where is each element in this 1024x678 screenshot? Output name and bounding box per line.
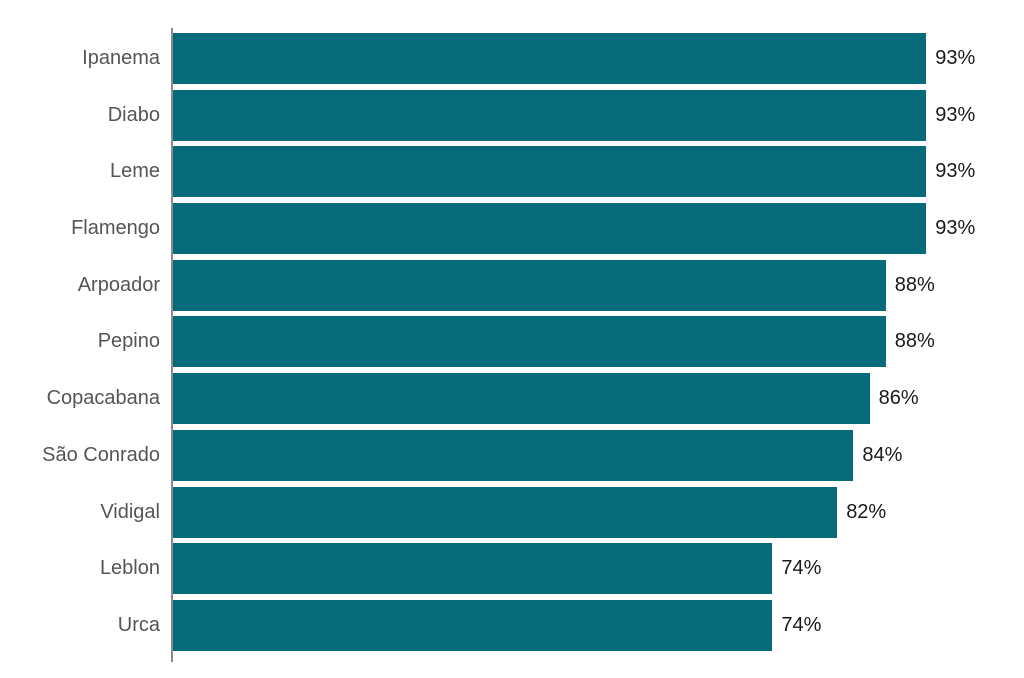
- bar-row: Vidigal 82%: [0, 486, 1024, 544]
- bar: [173, 89, 927, 141]
- value-label: 93%: [935, 103, 976, 126]
- category-label: Diabo: [107, 103, 160, 126]
- value-label: 93%: [935, 217, 976, 240]
- category-label: Ipanema: [82, 47, 160, 69]
- bar: [173, 203, 927, 255]
- bar-rows: Ipanema 93% Diabo 93% Leme 93% Flamengo 93% Arpo…: [0, 33, 1024, 657]
- value-label: 74%: [781, 557, 822, 580]
- category-label: Leme: [109, 160, 160, 183]
- category-label: Leblon: [99, 557, 160, 580]
- bar: [173, 259, 886, 311]
- value-label: 88%: [894, 273, 935, 296]
- bar: [173, 33, 927, 84]
- category-label: Urca: [117, 613, 160, 636]
- category-label: São Conrado: [42, 443, 160, 466]
- y-axis-line: [171, 28, 173, 662]
- category-label: Flamengo: [71, 217, 160, 240]
- value-label: 93%: [935, 160, 976, 183]
- bar-row: Pepino 88%: [0, 316, 1024, 373]
- value-label: 74%: [781, 613, 822, 636]
- bar-row: Ipanema 93%: [0, 33, 1024, 90]
- bar: [173, 373, 870, 425]
- category-label: Vidigal: [100, 500, 160, 523]
- bar: [173, 599, 773, 651]
- bar-row: Diabo 93%: [0, 89, 1024, 147]
- bar: [173, 486, 838, 538]
- bar-row: Copacabana 86%: [0, 373, 1024, 430]
- value-label: 86%: [878, 387, 919, 410]
- category-label: Pepino: [97, 330, 160, 353]
- value-label: 88%: [894, 330, 935, 353]
- bar: [173, 146, 927, 198]
- bar-row: Arpoador 88%: [0, 259, 1024, 317]
- bar-row: Leblon 74%: [0, 543, 1024, 600]
- bar-row: Urca 74%: [0, 599, 1024, 657]
- bar: [173, 316, 886, 368]
- bar-row: Flamengo 93%: [0, 203, 1024, 260]
- value-label: 82%: [846, 500, 887, 523]
- category-label: Copacabana: [46, 387, 160, 410]
- value-label: 93%: [935, 47, 976, 69]
- category-label: Arpoador: [77, 273, 160, 296]
- bar-row: São Conrado 84%: [0, 429, 1024, 487]
- bar: [173, 429, 854, 481]
- value-label: 84%: [862, 443, 903, 466]
- bar-row: Leme 93%: [0, 146, 1024, 203]
- bar: [173, 543, 773, 595]
